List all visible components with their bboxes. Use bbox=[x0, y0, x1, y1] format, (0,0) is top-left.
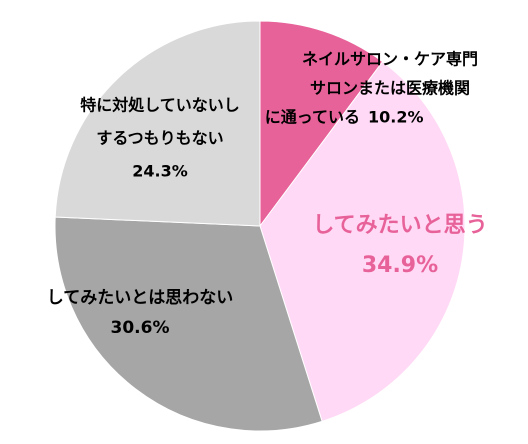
pie-slice bbox=[54, 216, 323, 432]
slice-label: サロンまたは医療機関 bbox=[310, 79, 470, 98]
slice-label: に通っている bbox=[265, 108, 360, 127]
value-label: 30.6% bbox=[111, 318, 170, 338]
value-label: 24.3% bbox=[132, 162, 188, 181]
slice-label: ネイルサロン・ケア専門 bbox=[302, 50, 478, 69]
slice-label: してみたいとは思わない bbox=[47, 288, 234, 308]
pie-slice bbox=[54, 20, 261, 227]
pie-slice bbox=[259, 20, 384, 228]
slice-label: してみたいと思う bbox=[312, 213, 487, 238]
slice-label: するつもりもない bbox=[96, 129, 223, 148]
pie-slice bbox=[259, 60, 466, 422]
slice-label: 特に対処していないし bbox=[80, 96, 240, 115]
value-label: 10.2% bbox=[368, 108, 424, 127]
value-label: 34.9% bbox=[362, 253, 438, 278]
